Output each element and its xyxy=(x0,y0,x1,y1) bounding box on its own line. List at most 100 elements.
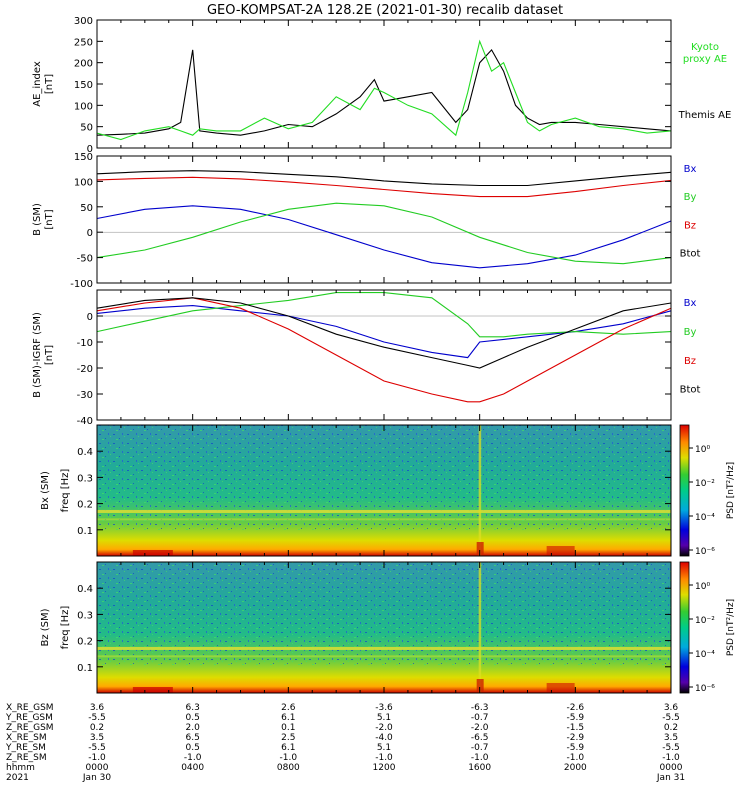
ephemeris-row-label: X_RE_GSM xyxy=(6,703,54,713)
x-tick-label: 0800 xyxy=(277,763,300,773)
panel-b-ytick-label: 0 xyxy=(87,228,93,239)
panel-spec_bz-burst xyxy=(478,562,482,693)
panel-b-ytick-label: -50 xyxy=(77,254,93,265)
panel-spec_bz-spectrogram-noise xyxy=(97,562,671,667)
panel-b-frame xyxy=(96,155,672,284)
panel-spec_bx-spectrogram-noise xyxy=(97,425,671,530)
ephemeris-value: -5.9 xyxy=(567,743,585,753)
panel-ae-ytick-label: 200 xyxy=(74,59,93,70)
panel-ae-ytick-label: 100 xyxy=(74,101,93,112)
panel-db-ytick-label: -10 xyxy=(77,338,93,349)
ephemeris-value: 0.5 xyxy=(186,743,200,753)
panel-spec_bx-ytick-label: 0.4 xyxy=(77,447,93,458)
panel-ae-frame xyxy=(96,19,672,149)
ephemeris-value: 3.6 xyxy=(90,703,105,713)
x-tick-label: 0000 xyxy=(660,763,683,773)
panel-spec_bx-ytick-label: 0.3 xyxy=(77,473,93,484)
ephemeris-value: 2.5 xyxy=(281,733,295,743)
x-date-label: Jan 30 xyxy=(82,773,111,783)
ephemeris-value: 2.0 xyxy=(186,723,201,733)
panel-db-ytick-label: -30 xyxy=(77,390,93,401)
panel-b-legend-entry: By xyxy=(684,192,697,203)
panel-spec_bx-ylabel: Bx (SM) xyxy=(40,471,51,510)
panel-spec_bz-band-line xyxy=(97,655,671,658)
panel-ae-ylabel: AE_index xyxy=(32,61,43,107)
ephemeris-value: -1.0 xyxy=(280,753,298,763)
ephemeris-value: 3.6 xyxy=(664,703,679,713)
panel-b-series-bz-line xyxy=(96,176,672,198)
panel-db-series-by-line xyxy=(96,292,672,338)
ephemeris-value: -2.0 xyxy=(471,723,489,733)
panel-spec_bx-ytick-label: 0.2 xyxy=(77,500,93,511)
x-tick-label: 0000 xyxy=(86,763,109,773)
ephemeris-value: 0.1 xyxy=(281,723,295,733)
ephemeris-value: -4.0 xyxy=(375,733,393,743)
x-tick-label: 1200 xyxy=(373,763,396,773)
panel-db-ytick-label: -20 xyxy=(77,364,93,375)
ephemeris-value: 6.1 xyxy=(281,713,295,723)
ephemeris-value: 6.1 xyxy=(281,743,295,753)
ephemeris-value: 5.1 xyxy=(377,713,391,723)
panel-spec_bx-colorbar xyxy=(679,424,690,557)
panel-db-legend-entry: By xyxy=(684,327,697,338)
ephemeris-row-label: 2021 xyxy=(6,773,29,783)
panel-db-yunit: [nT] xyxy=(44,345,55,365)
panel-db-legend-entry: Btot xyxy=(680,385,701,396)
panel-b-ytick-label: 50 xyxy=(80,203,93,214)
ephemeris-value: -2.0 xyxy=(375,723,393,733)
panel-spec_bz-ylabel: Bz (SM) xyxy=(40,608,51,646)
ephemeris-value: -5.5 xyxy=(88,713,106,723)
panel-b-yunit: [nT] xyxy=(44,209,55,229)
panel-b-series-bx-line xyxy=(96,205,672,269)
ephemeris-value: -0.7 xyxy=(471,743,489,753)
panel-db-frame xyxy=(96,289,672,421)
panel-ae-ytick-label: 50 xyxy=(80,123,93,134)
x-date-label: Jan 31 xyxy=(656,773,685,783)
chart-title: GEO-KOMPSAT-2A 128.2E (2021-01-30) recal… xyxy=(207,3,563,18)
panel-spec_bx-colorbar-tick-label: 10⁰ xyxy=(695,445,710,455)
panel-spec_bz-colorbar xyxy=(679,561,690,694)
ephemeris-value: -1.0 xyxy=(662,753,680,763)
panel-spec_bx-colorbar-tick-label: 10⁻⁶ xyxy=(695,547,715,557)
ephemeris-value: -5.5 xyxy=(88,743,106,753)
ephemeris-value: -2.6 xyxy=(567,703,585,713)
panel-spec_bz-lowfreq-hotspot xyxy=(546,683,575,693)
panel-b-legend-entry: Btot xyxy=(680,249,701,260)
ephemeris-value: -1.0 xyxy=(88,753,106,763)
panel-spec_bz-ytick-label: 0.1 xyxy=(77,663,93,674)
panel-spec_bz-colorbar-tick-label: 10⁻⁶ xyxy=(695,684,715,694)
panel-spec_bx-colorbar-tick-label: 10⁻⁴ xyxy=(695,513,715,523)
panel-spec_bx-burst-core xyxy=(476,542,484,556)
panel-spec_bx-ytick-label: 0.1 xyxy=(77,526,93,537)
panel-spec_bx-band-line xyxy=(97,509,671,513)
panel-ae-series-kyoto-proxy-ae-line xyxy=(96,39,672,141)
panel-b-ylabel: B (SM) xyxy=(32,203,43,236)
ephemeris-value: -1.0 xyxy=(184,753,202,763)
panel-spec_bz-ylabel2: freq [Hz] xyxy=(60,606,71,650)
ephemeris-value: -1.5 xyxy=(567,723,585,733)
panel-b-legend-entry: Bz xyxy=(684,220,696,231)
panel-spec_bz-ytick-label: 0.4 xyxy=(77,584,93,595)
panel-db-legend-entry: Bx xyxy=(684,298,697,309)
panel-spec_bz-burst-core xyxy=(476,679,484,693)
ephemeris-value: 6.5 xyxy=(186,733,200,743)
ephemeris-value: 2.6 xyxy=(281,703,296,713)
ephemeris-value: 5.1 xyxy=(377,743,391,753)
panel-ae-ytick-label: 300 xyxy=(74,16,93,27)
ephemeris-row-label: Y_RE_SM xyxy=(5,743,46,753)
panel-spec_bz-colorbar-tick-label: 10⁻⁴ xyxy=(695,650,715,660)
panel-spec_bz-ytick-label: 0.3 xyxy=(77,610,93,621)
panel-b-ytick-label: 150 xyxy=(74,152,93,163)
panel-b-ytick-label: -100 xyxy=(70,279,93,290)
panel-db-ytick-label: 0 xyxy=(87,312,93,323)
panel-spec_bz-colorbar-label: PSD [nT²/Hz] xyxy=(726,599,736,656)
ephemeris-value: -1.0 xyxy=(471,753,489,763)
panel-spec_bx-ylabel2: freq [Hz] xyxy=(60,469,71,513)
panel-db-legend-entry: Bz xyxy=(684,356,696,367)
panel-spec_bx-band-line xyxy=(97,518,671,521)
panel-ae-ytick-label: 0 xyxy=(87,144,93,155)
ephemeris-value: 3.5 xyxy=(90,733,104,743)
ephemeris-value: -5.5 xyxy=(662,713,680,723)
ephemeris-row-label: Z_RE_SM xyxy=(6,753,47,763)
panel-spec_bx-colorbar-label: PSD [nT²/Hz] xyxy=(726,462,736,519)
